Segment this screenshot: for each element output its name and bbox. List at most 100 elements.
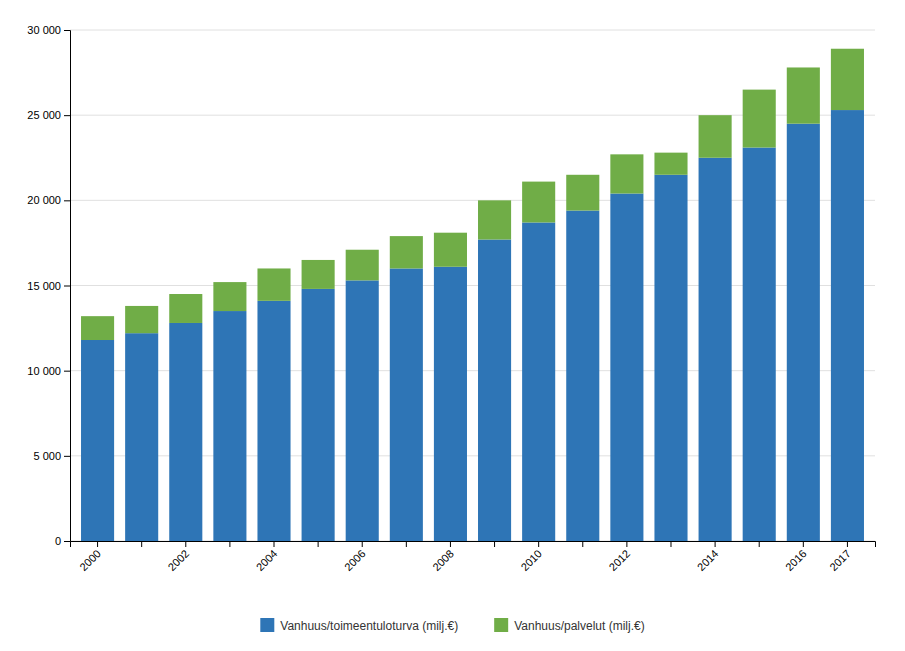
bar [478,200,511,239]
tick-label: 2006 [342,547,368,573]
tick-mark [715,541,716,547]
tick-label: 2012 [607,547,633,573]
legend-label: Vanhuus/toimeentuloturva (milj.€) [280,619,458,633]
bar [654,153,687,175]
series [81,49,864,340]
tick-label: 25 000 [27,109,61,121]
bar [654,175,687,541]
bars [81,49,864,541]
tick-mark [626,541,627,547]
tick [141,541,142,547]
grid [70,30,875,541]
tick: 2002 [165,541,191,573]
bar [390,268,423,541]
tick-mark [64,30,70,31]
bar [125,333,158,541]
plot: 2000 2002 2004 2006 2008 2010 2012 2014 2016 2017… [27,24,875,573]
legend-item: Vanhuus/toimeentuloturva (milj.€) [260,618,458,633]
tick-mark [362,541,363,547]
tick-mark [274,541,275,547]
tick-label: 2002 [165,547,191,573]
tick: 2014 [695,541,721,573]
tick-mark [759,541,760,547]
tick-mark [318,541,319,547]
tick [318,541,319,547]
bar [478,240,511,541]
bar [346,250,379,281]
bar [522,182,555,223]
x-axis: 2000 2002 2004 2006 2008 2010 2012 2014 2016 2017 [71,541,876,573]
tick-label: 2004 [254,547,280,573]
tick: 30 000 [27,24,70,36]
tick-label: 0 [55,535,61,547]
tick-mark [803,541,804,547]
bar [346,280,379,541]
tick [582,541,583,547]
tick: 5 000 [33,450,70,462]
bar [213,282,246,311]
legend-swatch [260,618,274,632]
bar [302,260,335,289]
bar [125,306,158,333]
tick-label: 2008 [430,547,456,573]
tick-mark [64,371,70,372]
tick: 2012 [607,541,633,573]
bar [610,154,643,193]
tick: 15 000 [27,280,70,292]
bar [81,340,114,541]
tick-mark [185,541,186,547]
tick-mark [450,541,451,547]
bar [81,316,114,340]
bar [566,175,599,211]
bar [831,49,864,110]
bar [699,115,732,158]
tick-mark [538,541,539,547]
tick-mark [64,456,70,457]
tick-label: 2016 [783,547,809,573]
tick [670,541,671,547]
tick-mark [64,115,70,116]
bar [169,294,202,323]
tick: 10 000 [27,365,70,377]
tick [759,541,760,547]
bar [434,233,467,267]
tick-label: 2000 [77,547,103,573]
tick-mark [64,541,70,542]
bar [787,124,820,541]
tick-label: 2017 [827,547,853,573]
bar [522,222,555,541]
tick: 2000 [77,541,103,573]
tick-mark [494,541,495,547]
tick-mark [64,286,70,287]
tick-label: 10 000 [27,365,61,377]
tick-mark [64,200,70,201]
bar [699,158,732,541]
tick-mark [141,541,142,547]
bar [743,148,776,541]
legend-label: Vanhuus/palvelut (milj.€) [514,619,645,633]
tick: 2004 [254,541,280,573]
bar [743,90,776,148]
bar [257,268,290,300]
bar [257,301,290,541]
tick: 2017 [827,541,853,573]
tick: 25 000 [27,109,70,121]
bar [831,110,864,541]
axis-line [64,31,71,542]
tick-mark [229,541,230,547]
bar [302,289,335,541]
tick-label: 2010 [518,547,544,573]
tick: 20 000 [27,194,70,206]
grid-line [70,30,875,31]
tick-mark [847,541,848,547]
tick-label: 30 000 [27,24,61,36]
tick [406,541,407,547]
tick: 0 [55,535,70,547]
tick: 2010 [518,541,544,573]
tick-label: 15 000 [27,280,61,292]
bar [566,211,599,541]
bar [169,323,202,541]
bar [434,267,467,541]
tick: 2006 [342,541,368,573]
bar [787,67,820,123]
